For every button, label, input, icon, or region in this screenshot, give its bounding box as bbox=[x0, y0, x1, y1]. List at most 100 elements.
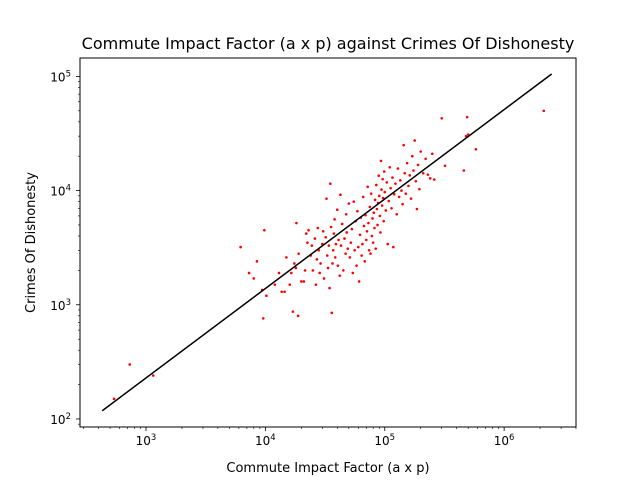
data-point bbox=[351, 271, 355, 275]
data-point bbox=[355, 264, 358, 267]
y-tick-label: 104 bbox=[50, 184, 71, 199]
data-point bbox=[428, 177, 432, 180]
data-point bbox=[397, 195, 401, 199]
data-point bbox=[357, 280, 361, 283]
data-point bbox=[263, 228, 266, 232]
data-point bbox=[408, 174, 412, 177]
data-point bbox=[401, 202, 404, 206]
data-point bbox=[418, 187, 421, 191]
data-point bbox=[368, 205, 372, 209]
data-point bbox=[370, 234, 374, 238]
data-point bbox=[396, 167, 400, 170]
data-point bbox=[371, 241, 375, 244]
data-point bbox=[151, 374, 155, 377]
data-point bbox=[302, 280, 306, 283]
data-point bbox=[405, 161, 409, 165]
data-point bbox=[380, 204, 384, 207]
data-point bbox=[295, 221, 298, 225]
data-point bbox=[395, 213, 399, 216]
data-point bbox=[364, 238, 368, 242]
data-point bbox=[304, 232, 308, 235]
x-tick-label: 106 bbox=[494, 433, 515, 448]
data-point bbox=[335, 208, 339, 212]
data-point bbox=[369, 192, 373, 195]
data-point bbox=[306, 241, 309, 244]
data-point bbox=[352, 200, 356, 203]
data-point bbox=[385, 181, 389, 184]
data-point bbox=[340, 222, 344, 226]
data-point bbox=[288, 283, 292, 286]
data-point bbox=[358, 233, 362, 237]
data-point bbox=[378, 214, 382, 218]
data-point bbox=[382, 219, 386, 223]
y-axis-ticks: 102 103 104 105 bbox=[50, 69, 80, 427]
data-point bbox=[382, 170, 386, 173]
data-point bbox=[329, 225, 333, 229]
data-point bbox=[372, 211, 376, 215]
data-point bbox=[329, 182, 332, 185]
data-point bbox=[432, 178, 436, 181]
data-point bbox=[261, 317, 265, 320]
data-point bbox=[307, 228, 310, 232]
data-point bbox=[328, 286, 331, 290]
data-point bbox=[313, 237, 317, 240]
data-point bbox=[324, 235, 327, 239]
data-point bbox=[400, 189, 403, 192]
data-point bbox=[326, 266, 330, 270]
data-point bbox=[416, 163, 420, 167]
data-point bbox=[344, 252, 347, 256]
data-point bbox=[339, 193, 342, 197]
data-point bbox=[290, 271, 293, 275]
data-point bbox=[443, 164, 447, 168]
data-point bbox=[377, 194, 381, 198]
data-point bbox=[255, 260, 259, 263]
data-point bbox=[381, 177, 384, 181]
data-point bbox=[414, 179, 418, 183]
data-point bbox=[379, 159, 383, 163]
data-point bbox=[361, 242, 364, 246]
data-point bbox=[387, 199, 391, 203]
data-point bbox=[293, 262, 296, 265]
data-point bbox=[361, 195, 365, 199]
x-axis-ticks: 103 104 105 106 bbox=[83, 427, 577, 448]
data-point bbox=[375, 183, 378, 187]
data-point bbox=[265, 294, 268, 298]
data-point bbox=[332, 232, 336, 235]
data-point bbox=[294, 266, 298, 270]
data-point bbox=[371, 217, 374, 220]
data-point bbox=[376, 223, 379, 227]
data-point bbox=[424, 157, 427, 161]
data-point bbox=[325, 197, 328, 200]
data-point bbox=[285, 256, 288, 259]
y-tick-label: 103 bbox=[50, 298, 71, 313]
data-point bbox=[331, 248, 335, 252]
data-point bbox=[321, 230, 325, 233]
data-point bbox=[347, 202, 351, 205]
data-point bbox=[403, 171, 407, 175]
data-point bbox=[338, 274, 342, 277]
data-point bbox=[381, 196, 385, 200]
data-point bbox=[383, 190, 387, 194]
data-point bbox=[277, 271, 281, 275]
data-point bbox=[348, 256, 352, 259]
data-point bbox=[377, 174, 381, 178]
x-tick-label: 104 bbox=[255, 433, 276, 448]
y-tick-label: 105 bbox=[50, 69, 71, 84]
data-point bbox=[334, 242, 338, 246]
data-point bbox=[409, 197, 413, 200]
data-point bbox=[319, 262, 322, 265]
data-point bbox=[412, 169, 415, 172]
data-point bbox=[280, 290, 284, 294]
data-point bbox=[353, 248, 356, 252]
data-point bbox=[247, 271, 251, 275]
data-point bbox=[419, 150, 422, 153]
points-layer bbox=[112, 109, 546, 401]
fit-line bbox=[101, 73, 553, 412]
data-point bbox=[365, 230, 369, 233]
data-point bbox=[314, 283, 318, 286]
data-point bbox=[392, 192, 396, 196]
data-point bbox=[346, 247, 350, 250]
data-point bbox=[360, 254, 363, 257]
data-point bbox=[389, 186, 392, 190]
data-point bbox=[362, 224, 366, 228]
